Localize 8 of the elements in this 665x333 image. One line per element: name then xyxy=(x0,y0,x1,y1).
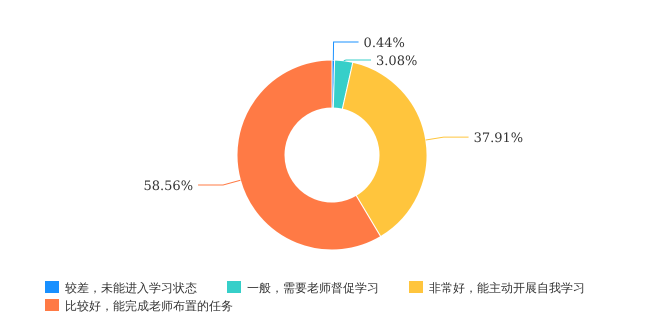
data-label: 3.08% xyxy=(376,54,418,70)
data-label: 37.91% xyxy=(474,131,524,146)
data-label: 58.56% xyxy=(143,179,194,194)
legend-label: 比较好，能完成老师布置的任务 xyxy=(65,299,233,313)
legend-label: 较差，未能进入学习状态 xyxy=(65,281,197,295)
legend-label: 非常好，能主动开展自我学习 xyxy=(429,281,585,295)
data-label: 0.44% xyxy=(364,36,405,52)
legend-label: 一般，需要老师督促学习 xyxy=(247,281,379,295)
